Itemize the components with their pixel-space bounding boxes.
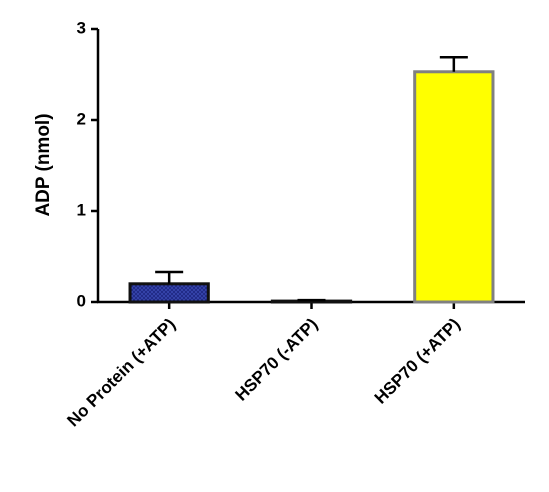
y-tick-label: 2	[77, 109, 86, 128]
error-bar	[439, 55, 468, 72]
y-tick-label: 1	[77, 200, 86, 219]
x-tick-label: HSP70 (-ATP)	[231, 315, 321, 405]
x-tick-label: No Protein (+ATP)	[63, 315, 179, 431]
x-tick-label: HSP70 (+ATP)	[371, 315, 464, 408]
error-bar	[297, 298, 326, 302]
bar	[413, 70, 495, 304]
y-axis-label: ADP (nmol)	[33, 113, 54, 216]
bar	[128, 282, 210, 304]
y-tick-label: 3	[77, 18, 86, 37]
y-tick-label: 0	[77, 291, 86, 310]
error-bar	[155, 270, 184, 284]
